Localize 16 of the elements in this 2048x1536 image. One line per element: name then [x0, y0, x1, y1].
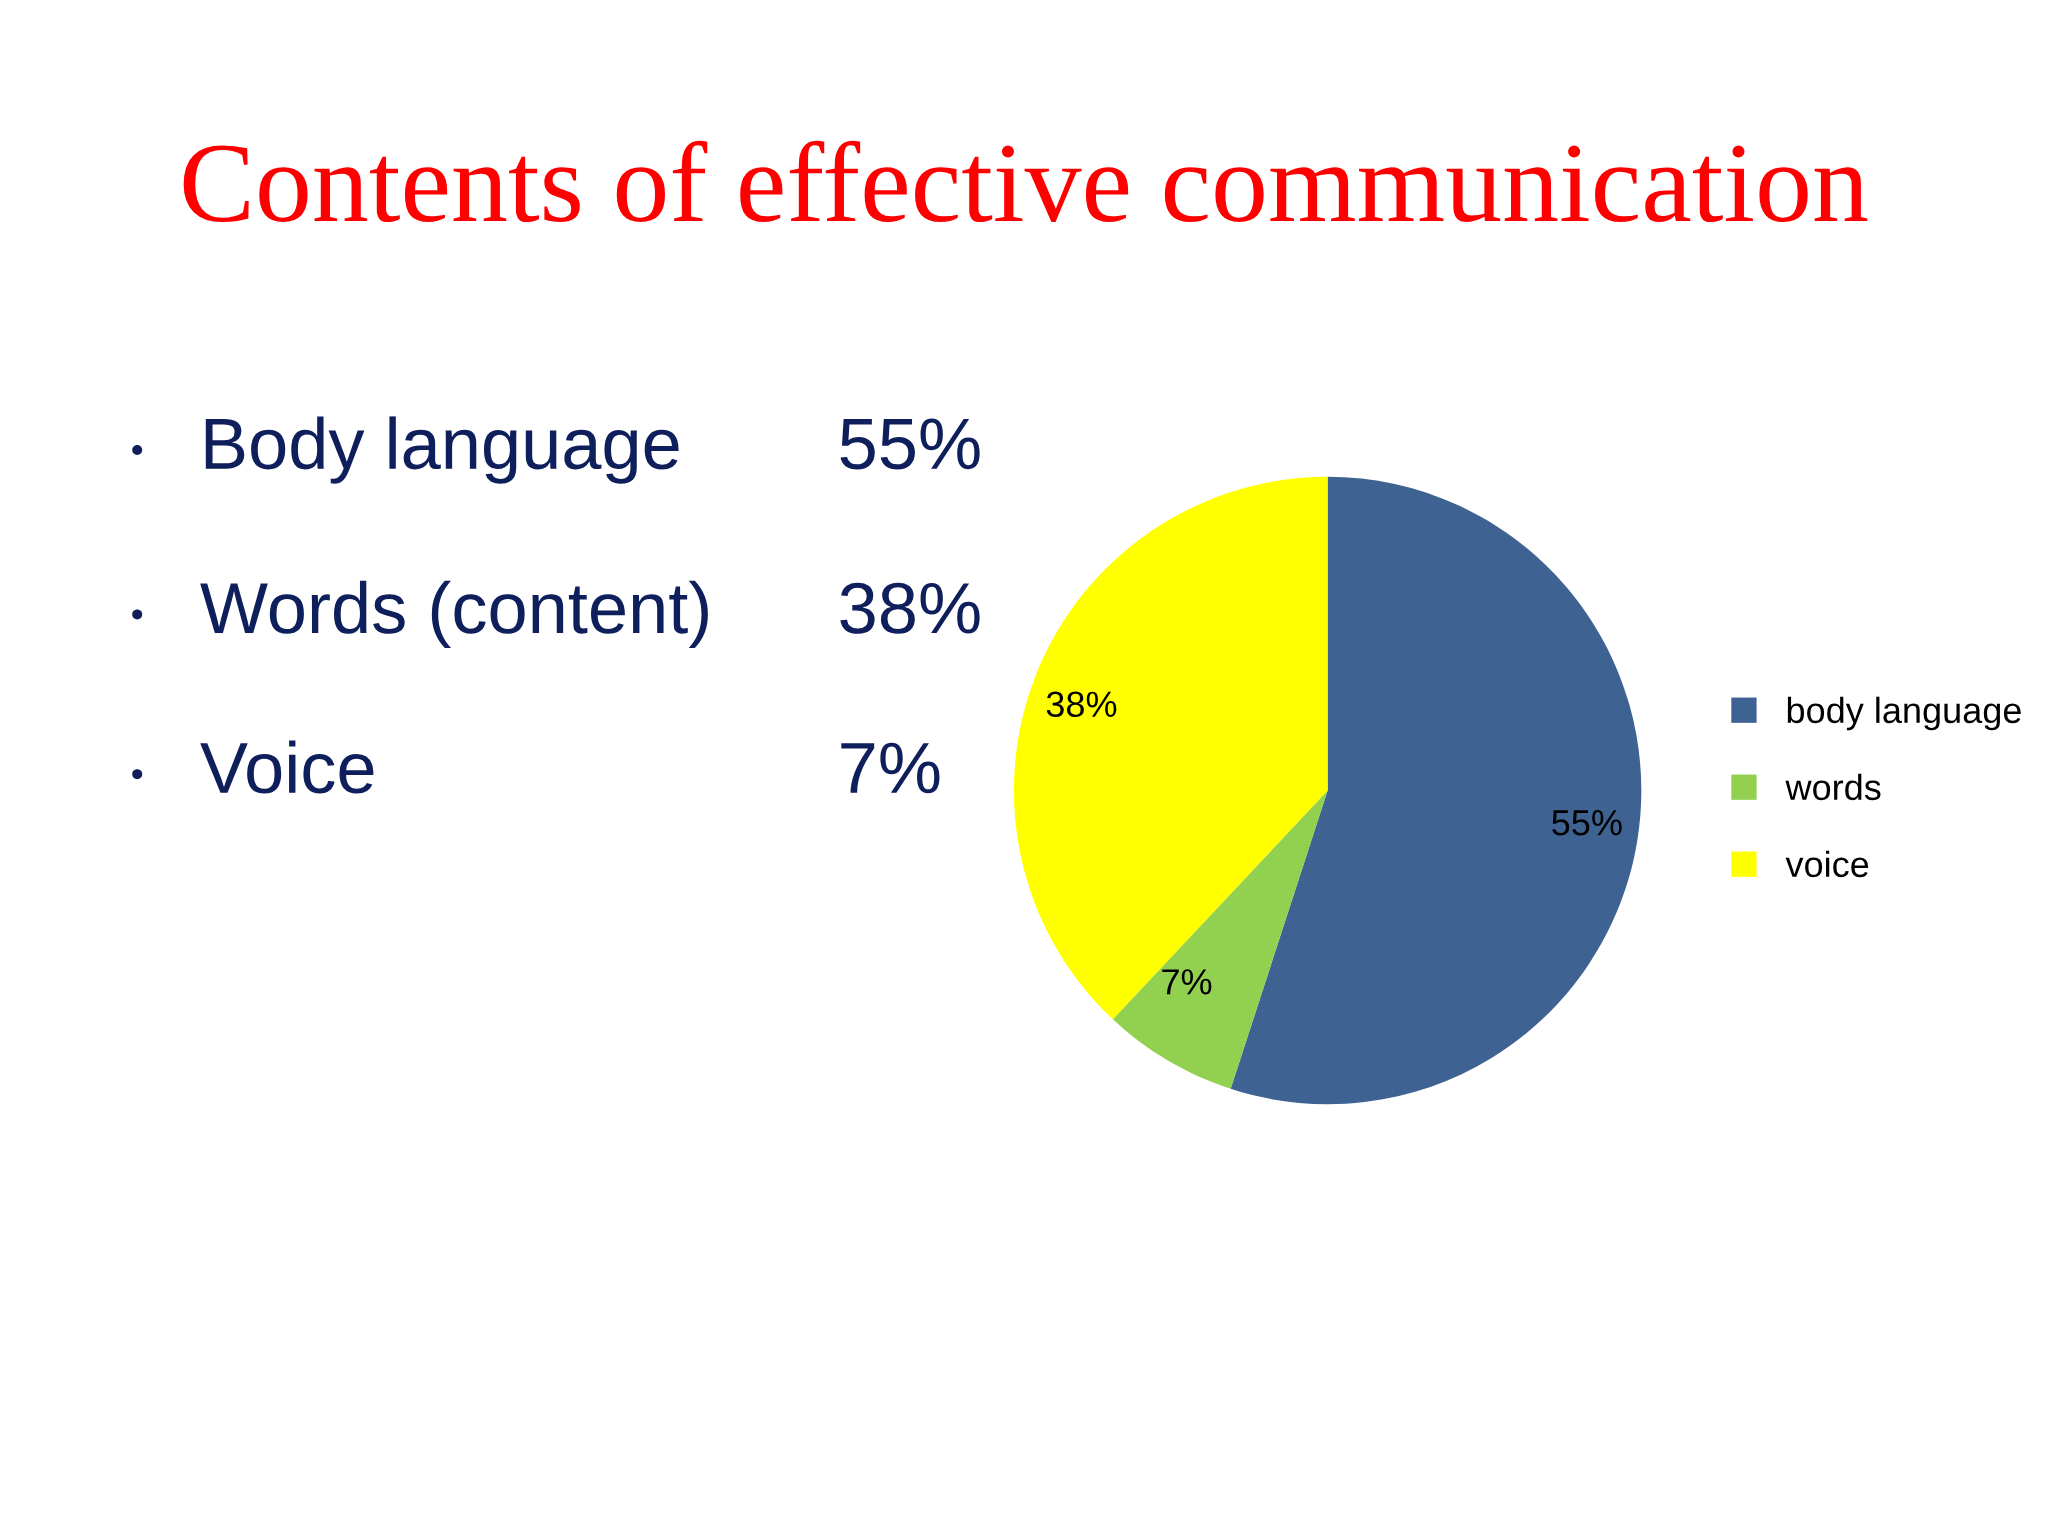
legend-label: words [1785, 773, 1881, 801]
data-label: 55% [1552, 810, 1622, 836]
text: 38% [840, 582, 980, 634]
legend-label: voice [1785, 850, 1869, 878]
data-label: 38% [1046, 691, 1117, 718]
data-label: 7% [1162, 969, 1212, 995]
legend-label: body language [1787, 696, 2021, 731]
pie-slice [1013, 476, 1328, 1020]
text: 7% [841, 742, 940, 794]
chart-title: Contents of effective communication [183, 140, 1868, 223]
text: 55% [840, 418, 980, 470]
text: Words (content) [200, 580, 708, 649]
pie-slice [1230, 476, 1642, 1105]
pie-slice [1112, 790, 1328, 1089]
text: Voice [200, 740, 374, 794]
text: Body language [205, 416, 679, 484]
